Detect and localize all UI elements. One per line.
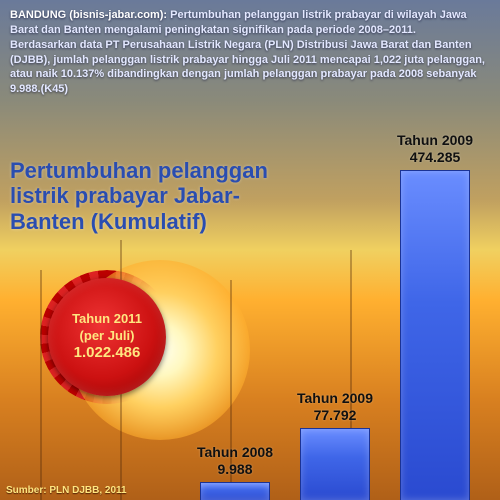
badge-year: Tahun 2011: [72, 311, 142, 327]
badge-sub: (per Juli): [80, 328, 135, 344]
chart-title: Pertumbuhan pelanggan listrik prabayar J…: [10, 158, 290, 234]
badge-value: 1.022.486: [74, 344, 141, 363]
bar: [200, 482, 270, 500]
bar-year: Tahun 2008: [175, 444, 295, 461]
bar: [300, 428, 370, 500]
bar-value: 77.792: [275, 407, 395, 424]
intro-text-2: Berdasarkan data PT Perusahaan Listrik N…: [10, 39, 485, 96]
bar: [400, 170, 470, 500]
bar-label: Tahun 20089.988: [175, 444, 295, 478]
intro-lead: BANDUNG (bisnis-jabar.com):: [10, 9, 167, 21]
source-footnote: Sumber: PLN DJBB, 2011: [6, 485, 127, 496]
bar-year: Tahun 2009: [275, 390, 395, 407]
tower-silhouette: [350, 250, 352, 500]
bar-value: 9.988: [175, 461, 295, 478]
highlight-badge: Tahun 2011 (per Juli) 1.022.486: [48, 278, 166, 396]
tower-silhouette: [230, 280, 232, 500]
bar-label: Tahun 200977.792: [275, 390, 395, 424]
bar-year: Tahun 2009: [375, 132, 495, 149]
bar-label: Tahun 2009474.285: [375, 132, 495, 166]
intro-paragraph: BANDUNG (bisnis-jabar.com): Pertumbuhan …: [0, 0, 500, 103]
bar-value: 474.285: [375, 149, 495, 166]
tower-silhouette: [40, 270, 42, 500]
